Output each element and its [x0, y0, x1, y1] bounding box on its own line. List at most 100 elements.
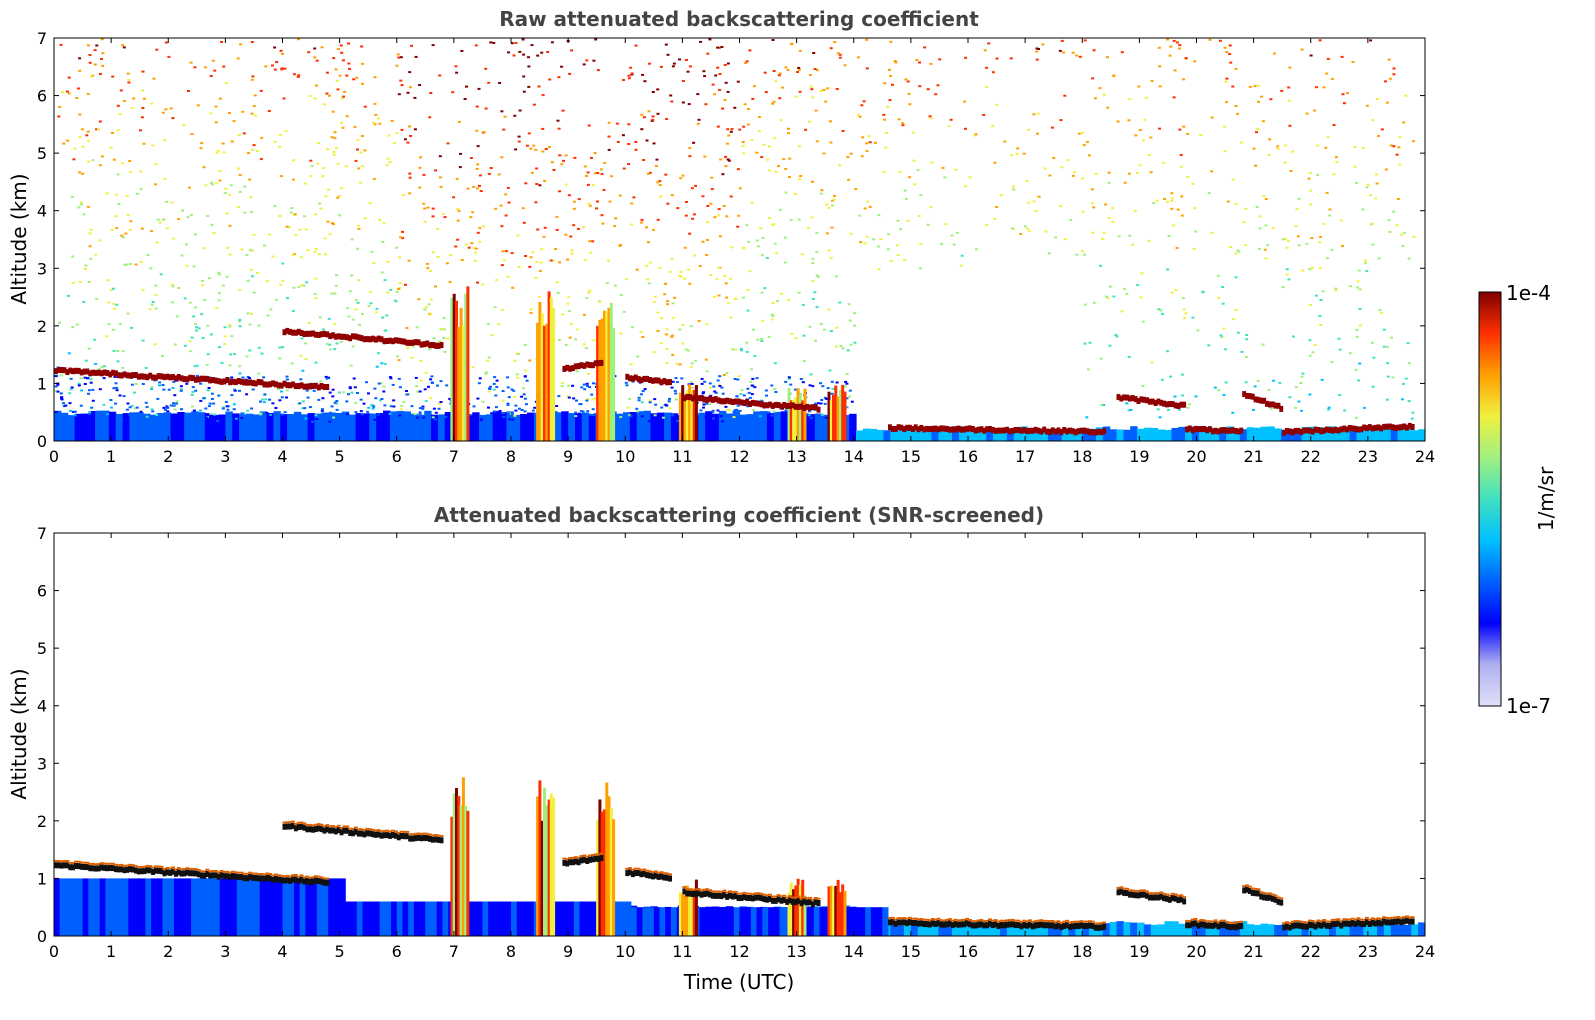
noise-cell: [570, 249, 574, 252]
noise-cell: [1342, 102, 1346, 105]
cloud-cell: [425, 340, 430, 347]
cloud-cell: [1399, 424, 1404, 431]
cloud-cell: [253, 380, 258, 387]
cloud-cell: [710, 396, 715, 403]
noise-cell: [555, 405, 559, 407]
noise-cell: [1236, 112, 1240, 115]
cloud-cell: [916, 918, 921, 921]
noise-cell: [322, 167, 326, 169]
noise-cell: [1267, 388, 1271, 391]
noise-cell: [110, 228, 114, 231]
noise-cell: [252, 144, 256, 147]
aerosol-cell: [1068, 429, 1076, 441]
noise-cell: [588, 204, 592, 207]
cloud-cell: [1056, 427, 1061, 434]
noise-cell: [1128, 98, 1132, 101]
noise-cell: [916, 169, 920, 172]
cloud-cell: [1365, 919, 1369, 926]
noise-cell: [199, 382, 203, 385]
noise-cell: [161, 111, 165, 114]
noise-cell: [1012, 185, 1015, 188]
noise-cell: [114, 386, 118, 389]
cloud-cell: [888, 917, 892, 919]
noise-cell: [692, 141, 696, 144]
noise-cell: [736, 404, 740, 407]
noise-cell: [309, 175, 313, 178]
cloud-cell: [56, 862, 61, 869]
noise-cell: [634, 148, 638, 151]
noise-cell: [252, 105, 256, 107]
noise-cell: [171, 386, 175, 389]
cloud-cell: [1182, 896, 1187, 899]
noise-cell: [683, 277, 687, 280]
noise-cell: [1287, 86, 1291, 89]
noise-cell: [57, 115, 61, 118]
cloud-cell: [685, 890, 690, 897]
noise-cell: [1142, 139, 1145, 142]
cloud-cell: [322, 879, 327, 886]
noise-cell: [431, 44, 435, 47]
noise-cell: [217, 394, 221, 397]
aerosol-cell: [1233, 430, 1241, 441]
noise-cell: [652, 351, 656, 354]
noise-cell: [155, 414, 159, 416]
aerosol-cell: [1411, 430, 1419, 441]
noise-cell: [1234, 105, 1238, 107]
noise-cell: [348, 290, 352, 293]
noise-cell: [100, 155, 104, 158]
noise-cell: [760, 337, 764, 340]
noise-cell: [634, 44, 638, 47]
precip-shaft: [838, 892, 842, 936]
noise-cell: [811, 280, 815, 283]
noise-cell: [522, 221, 526, 224]
noise-cell: [115, 227, 119, 230]
noise-cell: [333, 322, 337, 325]
aerosol-cell: [1191, 923, 1200, 936]
noise-cell: [425, 262, 429, 265]
precip-shaft: [457, 327, 461, 441]
noise-cell: [139, 261, 143, 264]
noise-cell: [1081, 131, 1084, 134]
aerosol-cell: [979, 428, 987, 441]
cloud-cell: [1207, 426, 1212, 433]
cloud-cell: [1093, 924, 1098, 931]
cloud-cell: [645, 869, 650, 872]
cloud-cell: [1362, 424, 1367, 431]
cloud-cell: [942, 919, 947, 922]
noise-cell: [472, 185, 476, 188]
noise-cell: [1330, 361, 1334, 364]
cloud-cell: [1367, 424, 1372, 431]
noise-cell: [1398, 136, 1402, 139]
noise-cell: [1060, 39, 1064, 42]
cloud-cell: [56, 860, 61, 862]
noise-cell: [83, 376, 87, 379]
noise-cell: [1231, 178, 1235, 181]
noise-cell: [1170, 207, 1174, 210]
noise-cell: [299, 378, 303, 381]
aerosol-cell: [642, 907, 649, 936]
noise-cell: [824, 100, 828, 103]
noise-cell: [303, 407, 307, 410]
aerosol-cell: [739, 907, 746, 936]
cloud-cell: [699, 889, 704, 892]
noise-cell: [238, 365, 242, 368]
noise-cell: [1133, 209, 1137, 212]
noise-cell: [73, 410, 77, 413]
cloud-cell: [710, 892, 715, 899]
cloud-cell: [285, 874, 290, 877]
noise-cell: [903, 259, 906, 262]
cloud-cell: [1313, 426, 1318, 433]
noise-cell: [889, 74, 893, 77]
aerosol-cell: [335, 412, 343, 441]
noise-cell: [374, 113, 378, 116]
noise-cell: [717, 214, 721, 217]
noise-cell: [718, 385, 722, 387]
aerosol-cell: [522, 901, 529, 936]
noise-cell: [1210, 231, 1214, 234]
noise-cell: [1169, 45, 1173, 48]
noise-cell: [514, 404, 518, 407]
noise-cell: [460, 50, 464, 52]
aerosol-cell: [716, 907, 723, 936]
cloud-cell: [265, 874, 270, 881]
noise-cell: [703, 75, 707, 78]
